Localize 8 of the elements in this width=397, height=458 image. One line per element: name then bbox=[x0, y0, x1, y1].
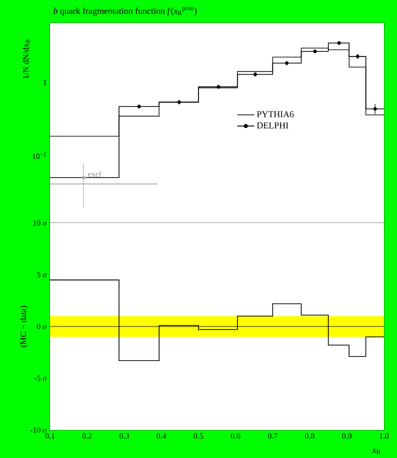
legend-label: DELPHI bbox=[256, 122, 288, 128]
chart-title: b quark fragmentation function f(x$_{B}$$^{prim}$) bbox=[54, 6, 197, 16]
y-axis-title: 1/N dN/dx$_{B}$ bbox=[22, 40, 30, 78]
point bbox=[373, 107, 377, 111]
legend-label: PYTHIA6 bbox=[256, 111, 294, 118]
y-axis-title: (MC − data) bbox=[20, 306, 28, 348]
x-axis-title: x$_{B}$ bbox=[372, 448, 380, 454]
point bbox=[82, 176, 86, 180]
